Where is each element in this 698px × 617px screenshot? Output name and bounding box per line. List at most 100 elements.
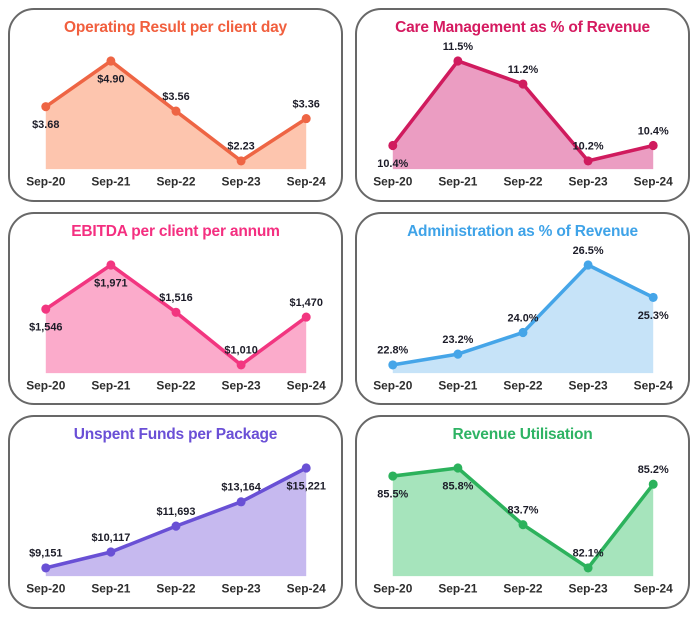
- data-point: [301, 312, 311, 322]
- data-point: [236, 497, 246, 507]
- value-label: 26.5%: [573, 244, 604, 256]
- data-point: [301, 463, 311, 473]
- data-point: [171, 106, 181, 116]
- value-label: 10.4%: [377, 158, 408, 170]
- data-point: [171, 307, 181, 317]
- x-axis-label: Sep-21: [91, 582, 130, 596]
- data-point: [583, 260, 593, 270]
- data-point: [648, 140, 658, 151]
- x-axis-label: Sep-23: [569, 174, 608, 188]
- area-fill: [45, 264, 307, 373]
- data-point: [453, 349, 463, 359]
- x-axis-label: Sep-22: [503, 174, 542, 188]
- data-point: [648, 292, 658, 302]
- chart-card-ebitda: EBITDA per client per annum $1,546 $1,971…: [8, 211, 343, 406]
- value-label: $3.36: [293, 98, 320, 110]
- chart-card-unspent-funds: Unspent Funds per Package $9,151 $10,117 $…: [8, 415, 343, 609]
- area-fill: [392, 60, 654, 170]
- data-point: [518, 520, 528, 530]
- data-point: [41, 304, 51, 314]
- data-point: [388, 359, 398, 370]
- x-axis-label: Sep-21: [91, 174, 130, 188]
- value-label: 23.2%: [442, 333, 473, 345]
- x-axis-label: Sep-24: [634, 378, 673, 392]
- value-label: $3.68: [32, 119, 59, 131]
- chart-title: EBITDA per client per annum: [71, 222, 280, 240]
- value-label: 83.7%: [508, 505, 539, 517]
- value-label: $4.90: [97, 73, 124, 85]
- line-area-chart: 22.8% 23.2% 24.0% 26.5% 25.3% Sep-20 Sep-21 Sep…: [373, 244, 673, 392]
- x-axis-label: Sep-23: [569, 582, 608, 596]
- line-area-chart: $1,546 $1,971 $1,516 $1,010 $1,470 Sep-20 Sep-…: [26, 260, 326, 392]
- data-point: [453, 463, 463, 473]
- value-label: 85.8%: [442, 481, 473, 493]
- data-point: [41, 563, 51, 573]
- data-point: [171, 521, 181, 532]
- value-label: 24.0%: [508, 312, 539, 324]
- value-label: $1,470: [290, 296, 323, 308]
- value-label: 22.8%: [377, 344, 408, 356]
- chart-title: Unspent Funds per Package: [73, 426, 278, 444]
- chart-card-administration: Administration as % of Revenue 22.8% 23.2…: [355, 211, 690, 406]
- x-axis-label: Sep-22: [503, 378, 542, 392]
- x-axis-label: Sep-24: [287, 582, 326, 596]
- value-label: 11.5%: [443, 41, 474, 53]
- data-point: [106, 56, 116, 66]
- area-fill: [392, 264, 654, 373]
- value-label: $13,164: [221, 482, 261, 494]
- data-point: [41, 102, 51, 112]
- x-axis-label: Sep-24: [287, 378, 326, 392]
- chart-title: Operating Result per client day: [64, 19, 287, 36]
- value-label: 85.5%: [377, 489, 408, 501]
- value-label: 10.2%: [573, 141, 604, 153]
- line-area-chart: $3.68 $4.90 $3.56 $2.23 $3.36 Sep-20 Sep-21 Sep…: [26, 56, 326, 188]
- data-point: [518, 327, 528, 337]
- x-axis-label: Sep-23: [222, 582, 261, 596]
- value-label: $1,971: [94, 277, 127, 289]
- x-axis-label: Sep-20: [26, 378, 65, 392]
- x-axis-label: Sep-22: [503, 582, 542, 596]
- chart-title: Revenue Utilisation: [452, 426, 593, 444]
- data-point: [518, 79, 528, 89]
- line-area-chart: 85.5% 85.8% 83.7% 82.1% 85.2% Sep-20 Sep-21 Sep…: [373, 463, 673, 596]
- x-axis-label: Sep-24: [634, 582, 673, 596]
- value-label: $10,117: [91, 532, 130, 544]
- value-label: 11.2%: [508, 64, 539, 76]
- x-axis-label: Sep-21: [91, 378, 130, 392]
- data-point: [583, 156, 593, 166]
- data-point: [236, 156, 246, 166]
- value-label: 82.1%: [573, 548, 604, 560]
- x-axis-label: Sep-23: [569, 378, 608, 392]
- chart-card-care-management: Care Management as % of Revenue 10.4% 11.…: [355, 8, 690, 202]
- data-point: [106, 547, 116, 557]
- x-axis-label: Sep-24: [634, 174, 673, 188]
- data-point: [388, 140, 398, 151]
- data-point: [583, 563, 593, 573]
- value-label: $1,010: [224, 344, 257, 356]
- x-axis-label: Sep-21: [438, 582, 477, 596]
- value-label: 10.4%: [638, 125, 669, 137]
- chart-title: Care Management as % of Revenue: [395, 19, 650, 36]
- x-axis-label: Sep-21: [438, 174, 477, 188]
- x-axis-label: Sep-23: [222, 378, 261, 392]
- data-point: [106, 260, 116, 270]
- value-label: $15,221: [286, 481, 325, 493]
- data-point: [301, 114, 311, 124]
- chart-card-revenue-utilisation: Revenue Utilisation 85.5% 85.8% 83.7% 82.1%…: [355, 415, 690, 609]
- value-label: $1,546: [29, 321, 62, 333]
- x-axis-label: Sep-23: [222, 174, 261, 188]
- chart-card-operating-result: Operating Result per client day $3.68 $4.…: [8, 8, 343, 202]
- x-axis-label: Sep-20: [373, 174, 412, 188]
- value-label: 85.2%: [638, 464, 669, 476]
- value-label: 25.3%: [638, 309, 669, 321]
- value-label: $9,151: [29, 548, 62, 560]
- value-label: $3.56: [162, 91, 189, 103]
- chart-title: Administration as % of Revenue: [407, 222, 638, 240]
- line-area-chart: $9,151 $10,117 $11,693 $13,164 $15,221 Sep-20…: [26, 463, 326, 596]
- data-point: [236, 359, 246, 370]
- x-axis-label: Sep-22: [156, 174, 195, 188]
- data-point: [453, 56, 463, 66]
- data-point: [388, 471, 398, 481]
- x-axis-label: Sep-20: [26, 174, 65, 188]
- x-axis-label: Sep-20: [26, 582, 65, 596]
